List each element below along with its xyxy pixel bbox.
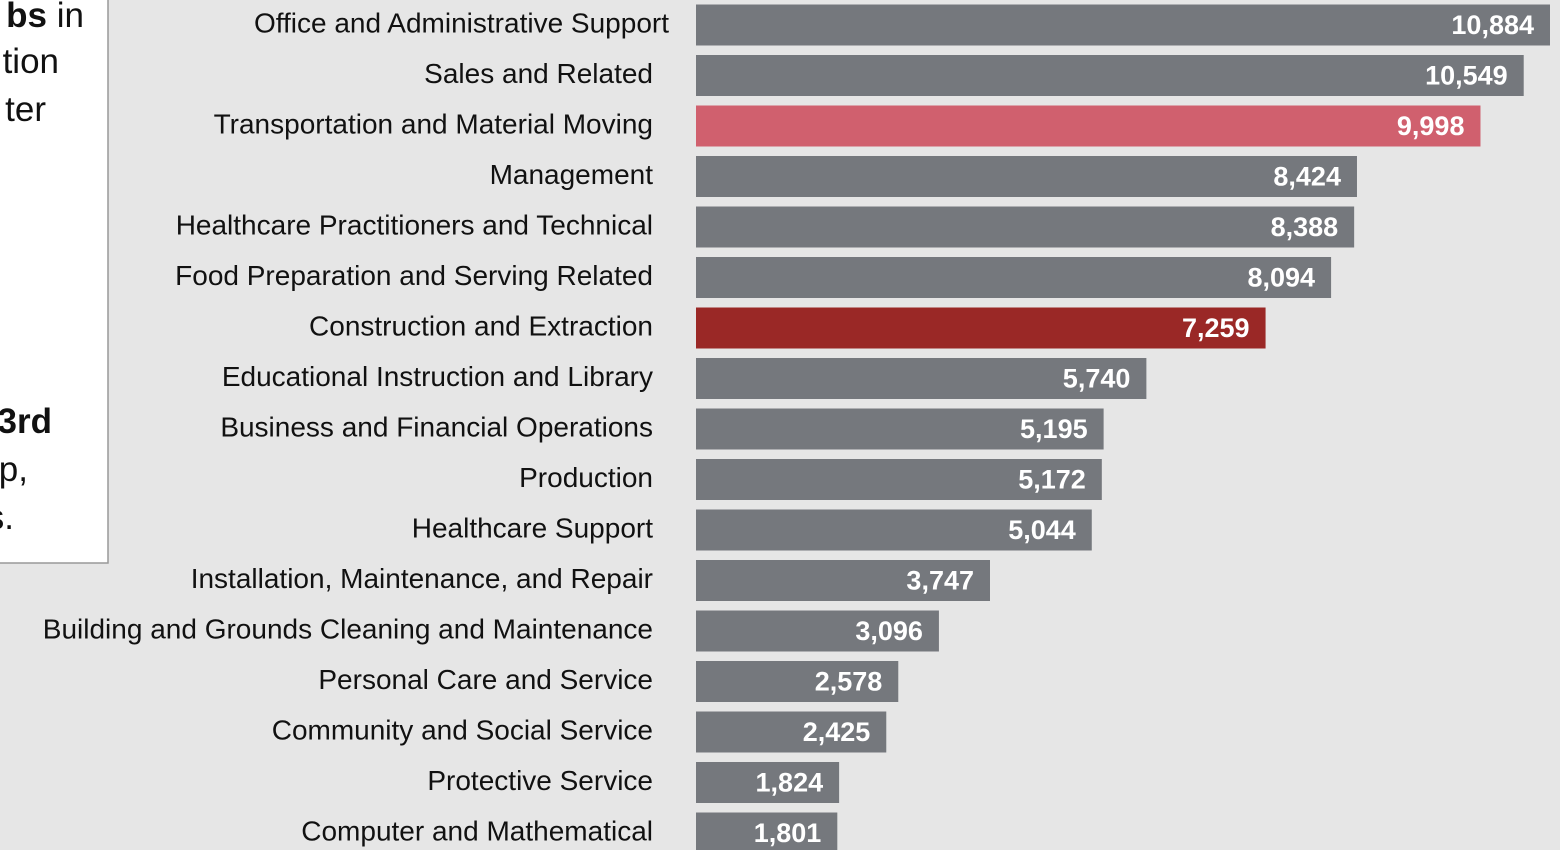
bar (696, 4, 1550, 46)
annotation-line: p, (0, 450, 28, 489)
category-label: Management (490, 159, 654, 190)
bar (696, 206, 1355, 248)
annotation-text: s. (0, 498, 14, 537)
value-label: 2,578 (815, 667, 883, 697)
value-label: 7,259 (1182, 313, 1250, 343)
annotation-line: tion (3, 42, 59, 81)
category-label: Installation, Maintenance, and Repair (191, 563, 653, 594)
bar (696, 307, 1266, 349)
value-label: 5,044 (1008, 515, 1076, 545)
category-label: Computer and Mathematical (301, 815, 653, 846)
bar (696, 762, 840, 803)
category-label: Educational Instruction and Library (222, 361, 653, 392)
category-label: Protective Service (427, 765, 653, 796)
value-label: 1,824 (756, 768, 824, 798)
value-label: 5,740 (1063, 364, 1131, 394)
value-label: 8,388 (1271, 212, 1339, 242)
annotation-text: p, (0, 450, 28, 489)
value-label: 1,801 (754, 818, 822, 848)
category-label: Food Preparation and Serving Related (175, 260, 653, 291)
category-label: Business and Financial Operations (220, 411, 653, 442)
category-label: Production (519, 462, 653, 493)
category-label: Sales and Related (424, 58, 653, 89)
bar (696, 408, 1104, 450)
value-label: 9,998 (1397, 111, 1465, 141)
value-label: 5,195 (1020, 414, 1088, 444)
value-label: 10,549 (1425, 61, 1508, 91)
annotation-text: in (47, 0, 84, 35)
annotation-text: tion (3, 42, 59, 81)
annotation-line: ter (5, 90, 46, 129)
value-label: 10,884 (1451, 10, 1534, 40)
value-label: 3,747 (906, 566, 974, 596)
bar (696, 257, 1332, 298)
category-label: Office and Administrative Support (254, 7, 669, 38)
annotation-box (0, 0, 109, 564)
bar (696, 156, 1357, 197)
value-label: 5,172 (1018, 465, 1086, 495)
bar (696, 661, 899, 702)
annotation-line: s. (0, 498, 14, 537)
bar (696, 358, 1147, 399)
category-label: Building and Grounds Cleaning and Mainte… (43, 613, 653, 644)
annotation-line: 3rd (0, 402, 52, 441)
category-label: Construction and Extraction (309, 310, 653, 341)
value-label: 8,424 (1273, 162, 1341, 192)
bar (696, 610, 939, 652)
annotation-bold: bs (6, 0, 47, 35)
category-label: Healthcare Support (412, 512, 653, 543)
bar (696, 711, 887, 753)
annotation-bold: 3rd (0, 402, 52, 441)
value-label: 3,096 (855, 616, 923, 646)
value-label: 8,094 (1248, 263, 1316, 293)
bar (696, 812, 838, 850)
annotation-text: ter (5, 90, 46, 129)
annotation-line: bs in (6, 0, 84, 35)
category-label: Transportation and Material Moving (214, 108, 653, 139)
bar (696, 55, 1524, 96)
category-label: Community and Social Service (272, 714, 653, 745)
value-label: 2,425 (803, 717, 871, 747)
bar (696, 105, 1481, 147)
bar (696, 509, 1092, 551)
category-label: Personal Care and Service (318, 664, 653, 695)
bar (696, 459, 1102, 500)
category-label: Healthcare Practitioners and Technical (176, 209, 653, 240)
bar (696, 560, 991, 601)
